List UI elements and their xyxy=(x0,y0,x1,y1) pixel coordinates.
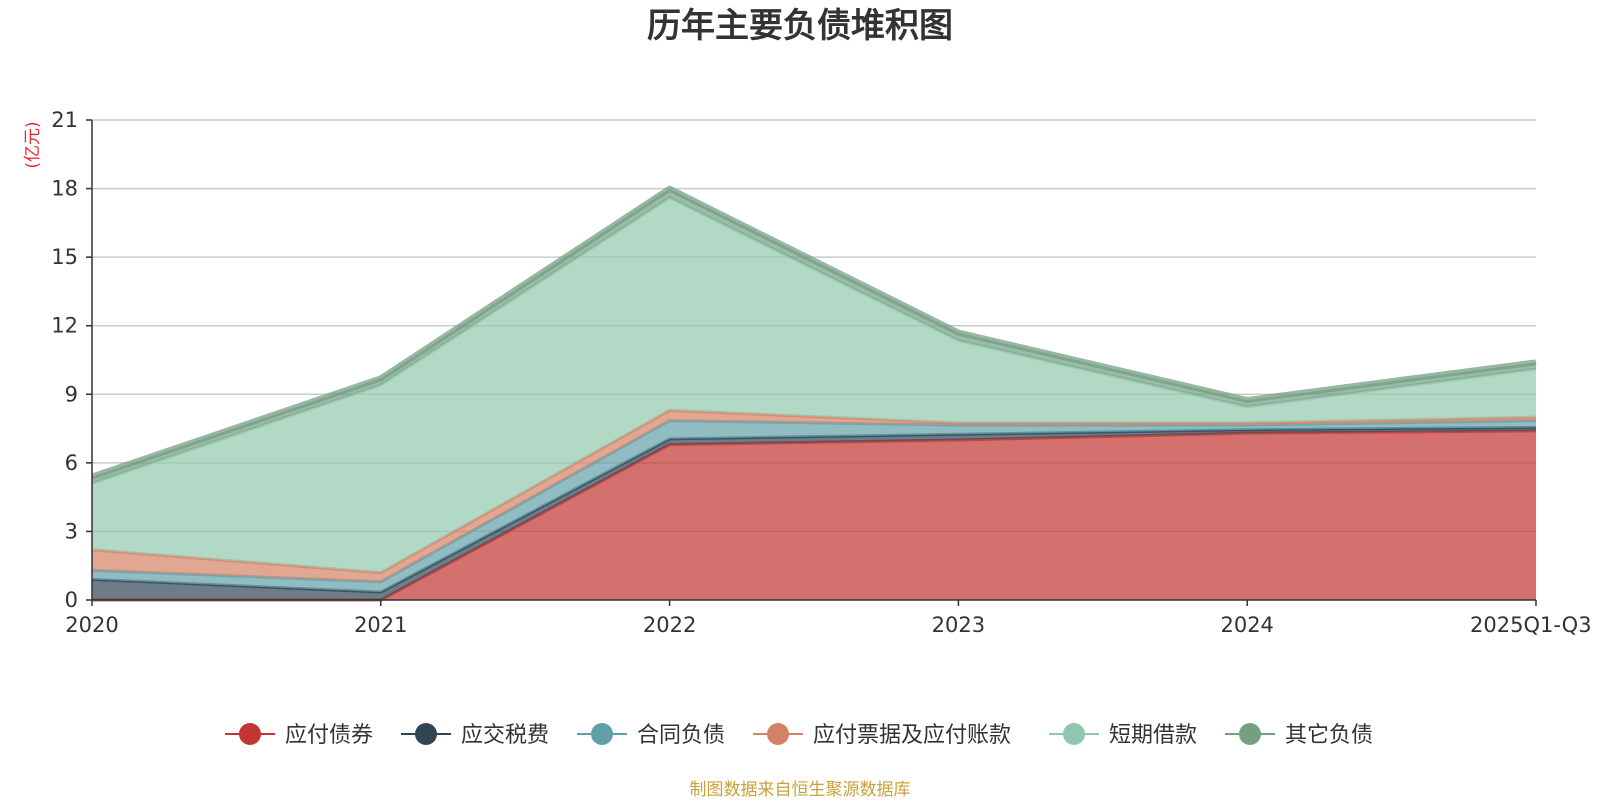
area-edge-6 xyxy=(91,185,1537,480)
y-tick-label: 9 xyxy=(65,382,78,406)
y-tick-label: 12 xyxy=(51,314,78,338)
x-tick-label: 2020 xyxy=(65,613,118,637)
area-series xyxy=(91,185,1537,602)
y-tick-label: 21 xyxy=(51,108,78,132)
source-note: 制图数据来自恒生聚源数据库 xyxy=(690,780,911,800)
legend-label: 其它负债 xyxy=(1285,723,1373,748)
y-tick-label: 6 xyxy=(65,451,78,475)
x-tick-label: 2023 xyxy=(932,613,985,637)
x-tick-label: 2025Q1-Q3 xyxy=(1470,613,1592,637)
y-axis-ticks: 0 3 6 9 12 18 15 21 xyxy=(51,108,92,612)
legend: 应付债券 应交税费 合同负债 应付票据及应付账款 短期借款 其它负债 xyxy=(225,723,1373,748)
legend-item[interactable]: 应付债券 xyxy=(225,723,373,748)
legend-marker xyxy=(591,723,613,745)
legend-label: 应交税费 xyxy=(461,723,549,748)
legend-label: 应付票据及应付账款 xyxy=(813,723,1011,748)
area-4 xyxy=(92,410,1536,582)
x-axis-ticks: 2020 2021 2022 2023 2024 2025Q1-Q3 xyxy=(65,600,1592,637)
x-tick-label: 2022 xyxy=(643,613,696,637)
legend-label: 短期借款 xyxy=(1109,723,1197,748)
area-edge-2 xyxy=(91,425,1537,594)
y-tick-label: 15 xyxy=(51,245,78,269)
y-tick-label: 0 xyxy=(65,588,78,612)
legend-label: 应付债券 xyxy=(285,723,373,748)
axes xyxy=(91,120,1536,601)
y-tick-label: 3 xyxy=(65,519,78,543)
area-5 xyxy=(92,197,1536,573)
legend-item[interactable]: 合同负债 xyxy=(577,723,725,748)
x-tick-label: 2021 xyxy=(354,613,407,637)
chart-title: 历年主要负债堆积图 xyxy=(647,6,953,46)
legend-marker xyxy=(415,723,437,745)
y-axis-unit: (亿元) xyxy=(23,121,43,168)
legend-item[interactable]: 短期借款 xyxy=(1049,723,1197,748)
legend-item[interactable]: 其它负债 xyxy=(1225,723,1373,748)
legend-item[interactable]: 应交税费 xyxy=(401,723,549,748)
legend-marker xyxy=(1063,723,1085,745)
area-1 xyxy=(92,430,1536,600)
area-3 xyxy=(92,420,1536,592)
y-tick-label: 18 xyxy=(51,177,78,201)
legend-item[interactable]: 应付票据及应付账款 xyxy=(753,723,1011,748)
legend-marker xyxy=(1239,723,1261,745)
legend-marker xyxy=(767,723,789,745)
x-tick-label: 2024 xyxy=(1220,613,1273,637)
legend-label: 合同负债 xyxy=(637,723,725,748)
legend-marker xyxy=(239,723,261,745)
area-2 xyxy=(92,427,1536,600)
